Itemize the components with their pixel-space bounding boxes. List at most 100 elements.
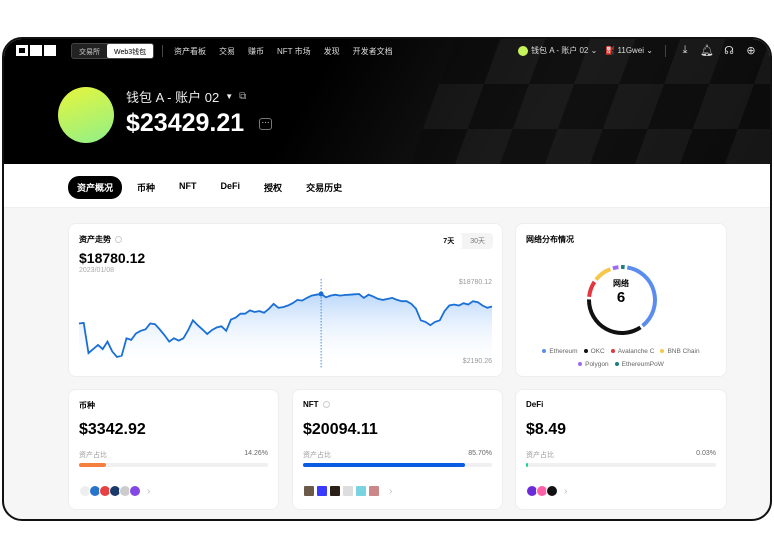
trend-value: $18780.12: [79, 250, 146, 266]
legend-label: Ethereum: [549, 348, 578, 355]
mode-toggle: 交易所 Web3钱包: [71, 43, 155, 59]
summary-card[interactable]: 币种 $3342.92 资产占比 14.26% ›: [68, 389, 279, 510]
range-30d[interactable]: 30天: [470, 238, 485, 245]
tab-history[interactable]: 交易历史: [306, 183, 343, 193]
nft-thumb: [355, 485, 367, 497]
ratio-bar-fill: [526, 463, 529, 467]
nav-item[interactable]: 发现: [323, 47, 340, 56]
tab-approvals[interactable]: 授权: [264, 183, 283, 193]
gas-label: 11Gwei: [617, 46, 645, 55]
app-window: 交易所 Web3钱包 资产看板 交易 赚币 NFT 市场 发现 开发者文档 钱包…: [2, 37, 772, 521]
download-icon[interactable]: ⤓: [682, 44, 688, 56]
card-title: NFT: [303, 400, 319, 409]
tab-tokens[interactable]: 币种: [137, 183, 156, 193]
okx-logo[interactable]: [16, 45, 56, 56]
nav-item[interactable]: 交易: [219, 47, 235, 56]
card-value: $20094.11: [303, 421, 378, 438]
caret-down-icon[interactable]: ▼: [225, 92, 234, 101]
network-count: 6: [616, 289, 626, 306]
trend-date: 2023/01/08: [79, 267, 115, 274]
header-background-pattern: [410, 39, 770, 164]
tab-overview[interactable]: 资产概况: [68, 176, 123, 199]
legend-item: BNB Chain: [660, 348, 700, 355]
toggle-exchange[interactable]: 交易所: [79, 49, 100, 56]
info-icon[interactable]: [115, 236, 122, 244]
tab-nft[interactable]: NFT: [179, 181, 197, 191]
legend-item: Polygon: [578, 361, 609, 368]
gas-selector[interactable]: ⛽ 11Gwei ⌄: [605, 46, 653, 55]
ratio-value: 85.70%: [468, 450, 492, 457]
max-label: $18780.12: [458, 279, 492, 286]
range-7d[interactable]: 7天: [435, 233, 463, 249]
ratio-label: 资产占比: [303, 452, 331, 459]
highlight-point: [318, 291, 324, 297]
chevron-right-icon[interactable]: ›: [389, 485, 393, 497]
ratio-value: 14.26%: [244, 450, 268, 457]
donut-slice-polygon: [612, 265, 619, 271]
divider: [162, 45, 163, 57]
chevron-right-icon[interactable]: ›: [564, 485, 568, 497]
wallet-avatar-icon: [518, 45, 529, 56]
ratio-label: 资产占比: [526, 452, 554, 459]
header-right: 钱包 A - 账户 02 ⌄ ⛽ 11Gwei ⌄ ⤓ 🔔︎ ☊ ⊕: [518, 44, 758, 57]
nft-thumb: [303, 485, 315, 497]
ratio-bar: [79, 463, 268, 467]
legend-label: Polygon: [585, 361, 609, 368]
nft-thumb: [368, 485, 380, 497]
nft-thumb: [316, 485, 328, 497]
card-title: 网络分布情况: [526, 235, 574, 244]
series-line: [78, 293, 493, 359]
legend-label: BNB Chain: [667, 348, 700, 355]
legend-dot: [542, 349, 547, 354]
summary-card[interactable]: NFT $20094.11 资产占比 85.70% ›: [292, 389, 503, 510]
card-title: 资产走势: [79, 235, 111, 244]
card-title: DeFi: [526, 400, 544, 409]
legend-item: Ethereum: [542, 348, 578, 355]
account-selector[interactable]: 钱包 A - 账户 02 ▼ ⧉: [126, 87, 246, 106]
toggle-web3-wallet[interactable]: Web3钱包: [107, 44, 154, 58]
donut-slice-avalanche-c: [587, 280, 597, 298]
summary-card[interactable]: DeFi $8.49 资产占比 0.03% ›: [515, 389, 727, 510]
legend-label: EthereumPoW: [621, 361, 664, 368]
donut-slice-ethereum: [626, 265, 657, 328]
nav-item[interactable]: 资产看板: [174, 47, 206, 56]
legend-item: OKC: [583, 348, 605, 355]
wallet-avatar: [58, 87, 114, 143]
bell-icon[interactable]: 🔔︎: [700, 45, 714, 57]
ratio-bar: [526, 463, 716, 467]
more-button[interactable]: ···: [259, 118, 272, 130]
gas-pump-icon: ⛽: [605, 46, 616, 55]
total-balance: $23429.21: [126, 109, 245, 137]
copy-icon[interactable]: ⧉: [239, 91, 247, 102]
ratio-label: 资产占比: [79, 452, 107, 459]
asset-trend-card: 资产走势 7天 30天 $18780.12 2023/01/08 $18780.…: [68, 223, 503, 377]
globe-icon[interactable]: ⊕: [746, 45, 756, 57]
nav-item[interactable]: 赚币: [248, 47, 264, 56]
nft-thumb: [342, 485, 354, 497]
nft-thumb: [329, 485, 341, 497]
legend: Ethereum OKC Avalanche C BNB Chain Polygon Et…: [516, 345, 726, 371]
trend-chart[interactable]: [69, 224, 504, 378]
nav-item[interactable]: NFT 市场: [277, 47, 311, 56]
top-nav: 资产看板 交易 赚币 NFT 市场 发现 开发者文档: [174, 46, 393, 57]
legend-dot: [614, 362, 619, 367]
card-title: 币种: [79, 401, 95, 410]
wallet-selector[interactable]: 钱包 A - 账户 02 ⌄: [518, 45, 597, 56]
chevron-right-icon[interactable]: ›: [147, 485, 151, 497]
legend-item: Avalanche C: [610, 348, 654, 355]
donut-center-label: 网络: [613, 279, 629, 288]
network-donut-chart[interactable]: [516, 224, 728, 344]
tab-bar: 资产概况 币种 NFT DeFi 授权 交易历史: [4, 164, 770, 208]
ratio-bar: [303, 463, 492, 467]
info-icon[interactable]: [322, 401, 330, 409]
tab-defi[interactable]: DeFi: [220, 181, 241, 191]
legend-dot: [583, 349, 588, 354]
account-name: 钱包 A - 账户 02: [126, 90, 220, 105]
ratio-bar-fill: [79, 463, 106, 467]
protocol-icon: [546, 485, 558, 497]
legend-dot: [578, 362, 583, 367]
nav-item[interactable]: 开发者文档: [352, 47, 393, 56]
asset-icons: ›: [79, 485, 151, 497]
polygon-icon: [129, 485, 141, 497]
headset-icon[interactable]: ☊: [724, 45, 734, 57]
